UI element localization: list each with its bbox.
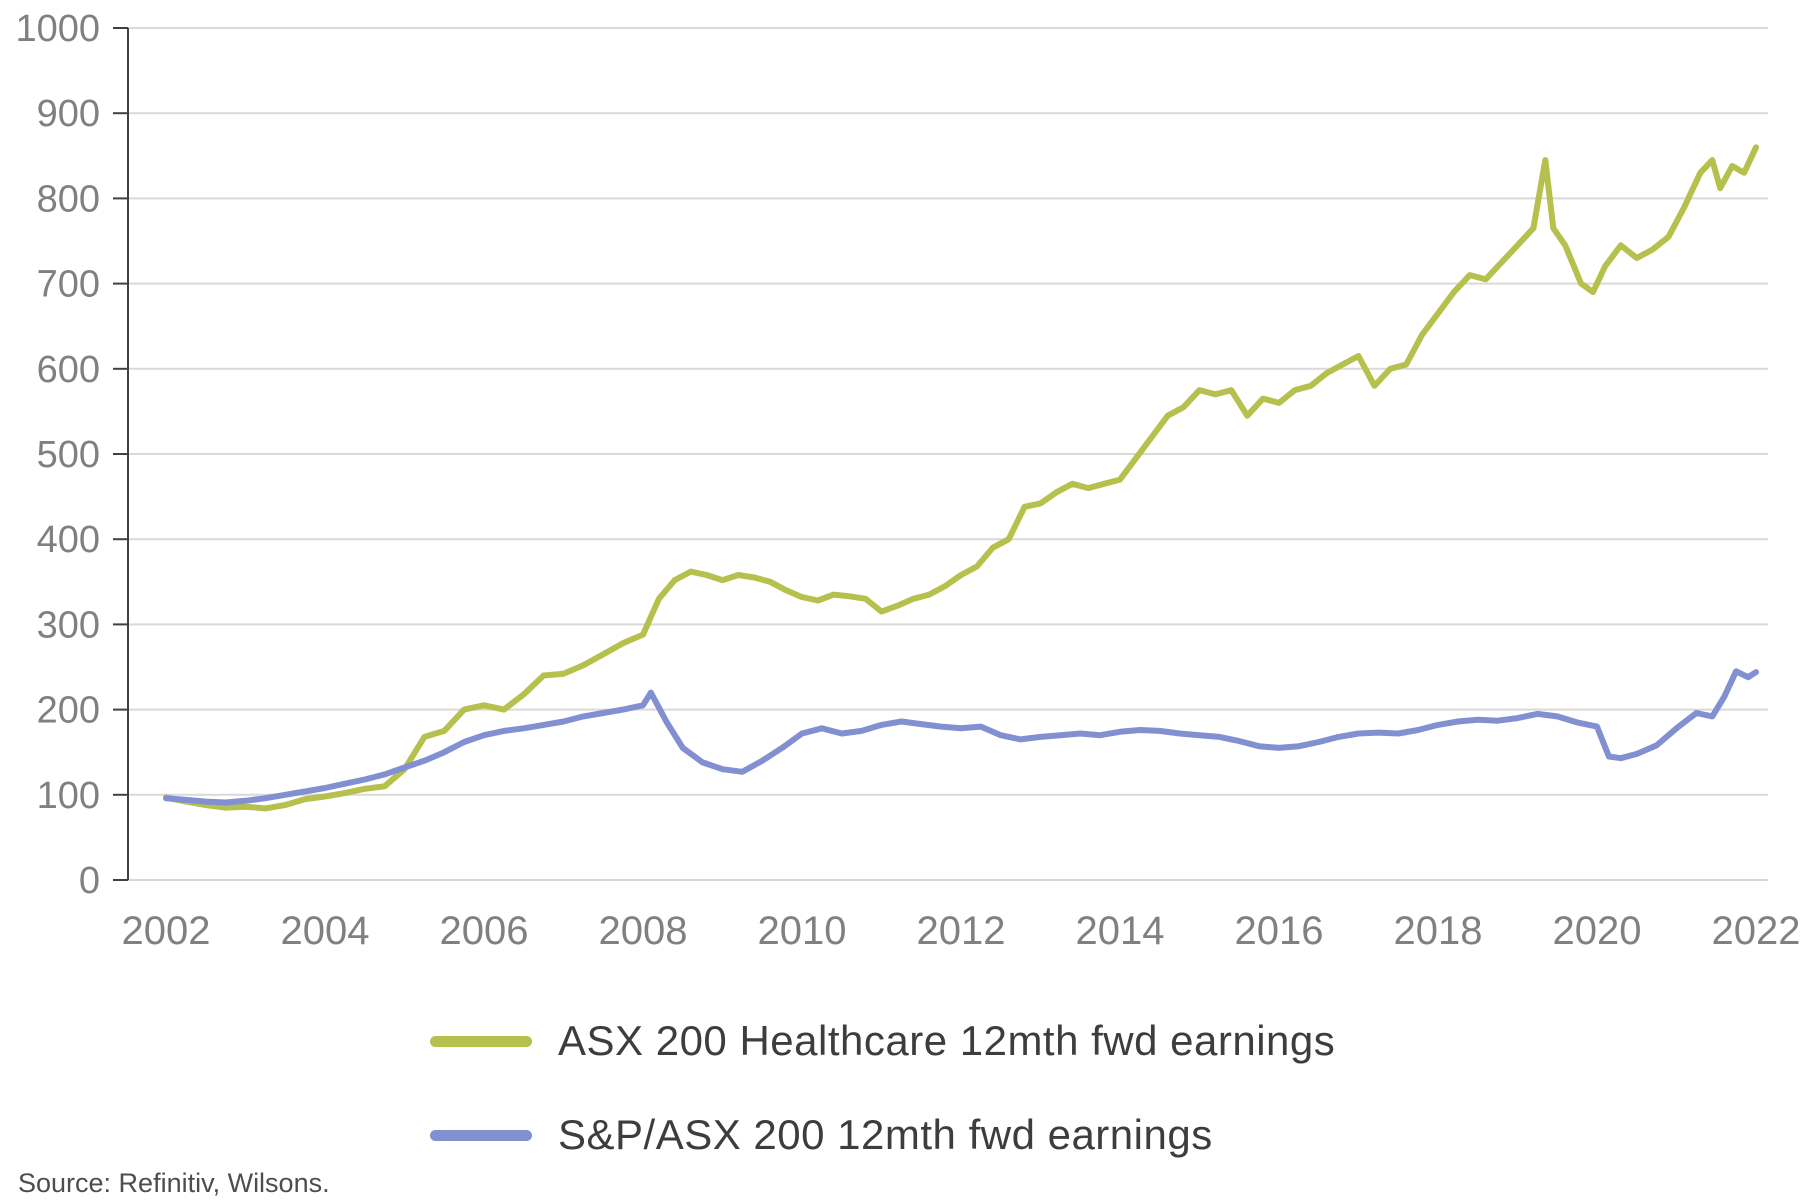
svg-text:2006: 2006 xyxy=(440,909,529,953)
svg-text:500: 500 xyxy=(37,434,100,476)
svg-text:2018: 2018 xyxy=(1394,909,1483,953)
svg-text:2020: 2020 xyxy=(1553,909,1642,953)
svg-text:2022: 2022 xyxy=(1712,909,1800,953)
legend-item-asx200: S&P/ASX 200 12mth fwd earnings xyxy=(430,1106,1335,1164)
svg-text:100: 100 xyxy=(37,775,100,817)
svg-text:300: 300 xyxy=(37,604,100,646)
legend-item-healthcare: ASX 200 Healthcare 12mth fwd earnings xyxy=(430,1012,1335,1070)
svg-text:700: 700 xyxy=(37,264,100,306)
svg-text:2008: 2008 xyxy=(599,909,688,953)
svg-text:2004: 2004 xyxy=(281,909,370,953)
svg-text:1000: 1000 xyxy=(15,8,100,50)
svg-text:900: 900 xyxy=(37,93,100,135)
svg-text:0: 0 xyxy=(79,860,100,902)
svg-text:2016: 2016 xyxy=(1235,909,1324,953)
svg-text:2010: 2010 xyxy=(758,909,847,953)
asx200-series-swatch xyxy=(430,1129,532,1141)
healthcare-series-swatch xyxy=(430,1035,532,1047)
healthcare-series-label: ASX 200 Healthcare 12mth fwd earnings xyxy=(558,1017,1336,1064)
svg-text:2014: 2014 xyxy=(1076,909,1165,953)
svg-text:2002: 2002 xyxy=(122,909,211,953)
svg-text:400: 400 xyxy=(37,519,100,561)
chart-canvas: 0 100 200 300 400 500 600 700 800 900 1000 2002 2004… xyxy=(15,8,1800,953)
svg-text:600: 600 xyxy=(37,349,100,391)
source-note: Source: Refinitiv, Wilsons. xyxy=(18,1168,330,1198)
svg-text:800: 800 xyxy=(37,178,100,220)
svg-text:200: 200 xyxy=(37,690,100,732)
legend: ASX 200 Healthcare 12mth fwd earnings S&… xyxy=(430,1012,1335,1200)
asx200-series-label: S&P/ASX 200 12mth fwd earnings xyxy=(558,1111,1213,1158)
svg-text:2012: 2012 xyxy=(917,909,1006,953)
